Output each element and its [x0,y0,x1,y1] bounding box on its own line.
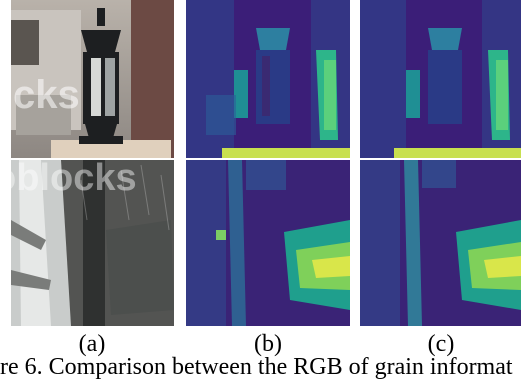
photo-lamp-rain: cks [11,0,174,158]
column-label-c: (c) [427,331,455,357]
photo-wheel-rain: oblocks [11,160,174,326]
heatmap-b-top [186,0,350,158]
watermark-text-bottom: oblocks [11,160,137,199]
watermark-text-top: cks [13,73,80,117]
heatmap-c-bottom [360,160,521,326]
column-label-a: (a) [78,331,106,357]
heatmap-c-top [360,0,521,158]
column-label-b: (b) [254,331,282,357]
heatmap-b-bottom [186,160,350,326]
figure-caption: re 6. Comparison between the RGB of grai… [0,354,513,380]
